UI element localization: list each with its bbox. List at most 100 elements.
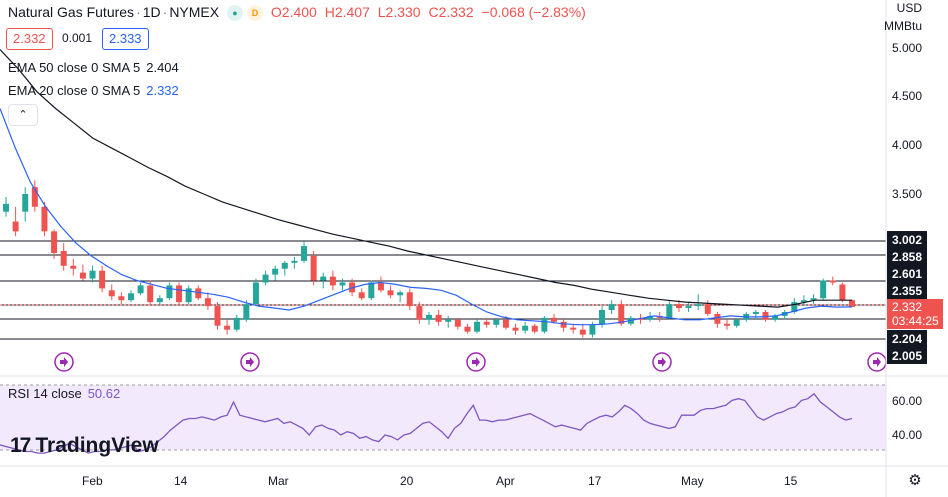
gear-icon[interactable]: ⚙ — [908, 472, 922, 489]
candle — [118, 292, 125, 305]
candle — [512, 323, 519, 335]
candle — [79, 264, 86, 281]
candle — [579, 323, 586, 338]
candle — [3, 196, 9, 217]
logo-icon: 17 — [10, 434, 31, 457]
ema20-label: EMA 20 close 0 SMA 5 — [8, 83, 141, 98]
candle-body — [31, 187, 38, 207]
level-labels: 3.002 2.858 2.601 2.355 2.332 03:44:25 2… — [887, 231, 943, 364]
time-tick: 20 — [400, 474, 414, 488]
candle — [618, 300, 625, 326]
horizontal-levels — [0, 240, 886, 340]
collapse-legend-button[interactable]: ⌃ — [8, 104, 38, 126]
candle-body — [714, 313, 721, 324]
candle-body — [618, 304, 625, 324]
candle-body — [397, 292, 404, 296]
candle — [358, 288, 365, 301]
time-tick: Apr — [496, 474, 515, 488]
candle — [310, 251, 317, 286]
candle-body — [695, 304, 702, 307]
candle-body — [166, 285, 173, 299]
candle-body — [3, 203, 9, 212]
time-tick: 17 — [588, 474, 602, 488]
candle-body — [99, 270, 106, 289]
time-tick: 14 — [174, 474, 188, 488]
ema50-legend[interactable]: EMA 50 close 0 SMA 5 2.404 — [8, 60, 179, 75]
candle-body — [406, 292, 413, 307]
candle — [464, 323, 471, 334]
ema20-legend[interactable]: EMA 20 close 0 SMA 5 2.332 — [8, 83, 179, 98]
candle-body — [12, 221, 19, 232]
candle-body — [41, 206, 48, 232]
candle — [204, 292, 211, 311]
candle — [541, 315, 548, 334]
symbol-title[interactable]: Natural Gas Futures — [8, 4, 135, 20]
candle-body — [368, 282, 375, 299]
candle-body — [426, 314, 432, 320]
unit-label[interactable]: MMBtu — [883, 19, 922, 33]
event-icon — [867, 352, 887, 372]
candle — [99, 265, 106, 293]
interval[interactable]: 1D — [142, 4, 161, 20]
price-tick: 3.500 — [892, 187, 922, 201]
delayed-badge[interactable]: D — [247, 5, 263, 22]
candle-body — [118, 296, 125, 301]
candle — [147, 280, 154, 306]
rsi-tick: 40.00 — [892, 428, 922, 442]
candle — [666, 300, 673, 320]
candle — [714, 311, 721, 328]
ohlc-low: L2.330 — [377, 4, 421, 20]
candle — [426, 311, 432, 325]
rsi-tick: 60.00 — [892, 394, 922, 408]
candle-body — [320, 276, 327, 281]
candle-body — [262, 274, 269, 283]
event-icon — [652, 352, 672, 372]
candle-body — [464, 326, 471, 332]
candle — [704, 300, 711, 316]
candle-body — [493, 319, 500, 325]
candle — [12, 206, 19, 237]
candle-body — [358, 292, 365, 299]
rsi-line — [0, 392, 853, 454]
event-icon — [466, 352, 486, 372]
symbol-legend[interactable]: Natural Gas Futures · 1D · NYMEX ● D O2.400 H… — [8, 4, 586, 22]
market-status-icon[interactable]: ● — [227, 5, 243, 22]
ema20-line — [0, 108, 853, 326]
candle-body — [810, 298, 817, 301]
candle-body — [522, 325, 529, 331]
candle — [214, 302, 221, 330]
last-price-label: 2.332 — [892, 300, 922, 314]
level-label: 2.355 — [892, 284, 922, 298]
candle — [185, 285, 192, 305]
candle — [22, 187, 29, 222]
buy-price-button[interactable]: 2.333 — [102, 28, 149, 50]
sell-price-button[interactable]: 2.332 — [6, 28, 53, 50]
exchange: NYMEX — [169, 4, 220, 20]
candle — [31, 180, 38, 212]
candle — [474, 319, 481, 334]
candle-body — [60, 251, 67, 266]
candle — [252, 278, 259, 307]
rsi-label: RSI 14 close — [8, 386, 82, 401]
candle — [166, 282, 173, 301]
candle — [570, 324, 577, 334]
candle-body — [724, 323, 731, 326]
candle-body — [127, 293, 134, 301]
candle-body — [820, 280, 827, 299]
candle — [454, 317, 461, 330]
candle — [89, 265, 96, 283]
level-label: 2.204 — [892, 332, 922, 346]
event-markers[interactable] — [54, 352, 887, 372]
candle-body — [224, 325, 231, 330]
ema50-line — [0, 49, 852, 308]
currency-label[interactable]: USD — [896, 1, 922, 15]
candle-body — [272, 268, 279, 275]
candle — [137, 282, 144, 296]
rsi-legend[interactable]: RSI 14 close 50.62 — [8, 386, 120, 401]
candle — [377, 276, 384, 293]
candle — [695, 294, 702, 311]
candle-body — [704, 304, 711, 314]
candle — [127, 290, 134, 303]
candle-body — [791, 302, 798, 312]
